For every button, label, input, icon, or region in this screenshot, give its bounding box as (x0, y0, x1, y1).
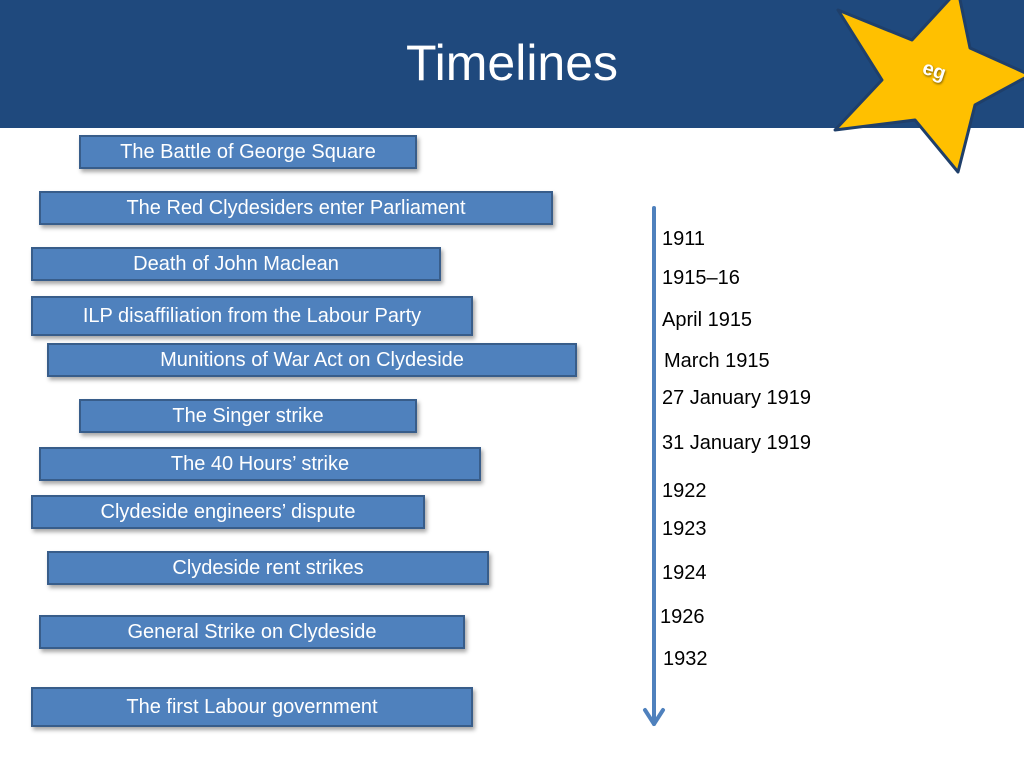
event-box[interactable]: The 40 Hours’ strike (39, 447, 481, 481)
date-label: 31 January 1919 (662, 432, 812, 454)
timeline-arrow-icon (643, 206, 665, 726)
event-box[interactable]: The first Labour government (31, 687, 473, 727)
date-label: 1911 (662, 228, 706, 250)
slide-title: Timelines (405, 35, 619, 91)
event-box[interactable]: Clydeside engineers’ dispute (31, 495, 425, 529)
date-label: 1923 (662, 518, 707, 540)
event-box[interactable]: ILP disaffiliation from the Labour Party (31, 296, 473, 336)
date-label: 1932 (663, 648, 708, 670)
date-label: 1922 (662, 480, 707, 502)
date-label: 1915–16 (662, 267, 740, 289)
date-label: April 1915 (662, 309, 753, 331)
date-label: 1924 (662, 562, 707, 584)
event-box[interactable]: General Strike on Clydeside (39, 615, 465, 649)
date-label: 27 January 1919 (662, 387, 812, 409)
event-box[interactable]: Death of John Maclean (31, 247, 441, 281)
event-box[interactable]: Clydeside rent strikes (47, 551, 489, 585)
date-label: March 1915 (664, 350, 770, 372)
date-label: 1926 (660, 606, 705, 628)
event-box[interactable]: The Singer strike (79, 399, 417, 433)
event-box[interactable]: The Battle of George Square (79, 135, 417, 169)
event-box[interactable]: Munitions of War Act on Clydeside (47, 343, 577, 377)
event-box[interactable]: The Red Clydesiders enter Parliament (39, 191, 553, 225)
star-badge-icon (833, 0, 1024, 174)
